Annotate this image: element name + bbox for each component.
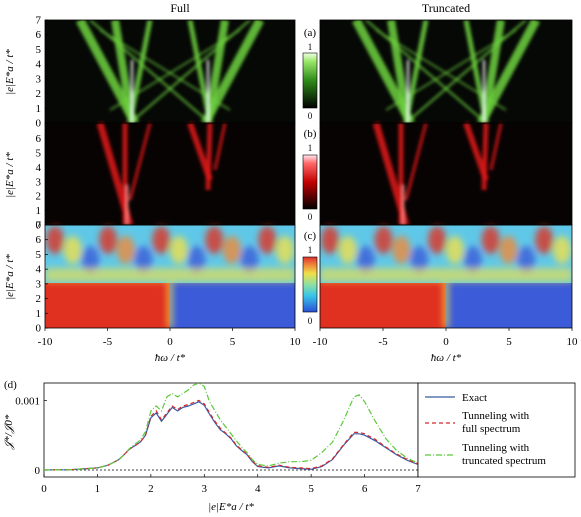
ytick-label: 4 xyxy=(36,264,42,276)
xtick-label: 5 xyxy=(506,336,512,348)
panel-d-frame xyxy=(43,382,419,478)
ytick-label: 6 xyxy=(36,133,42,145)
xlabel-right: ħω / t* xyxy=(431,352,462,364)
xtick-label: 0 xyxy=(443,336,449,348)
cb-c-min: 0 xyxy=(308,316,313,326)
ytick-label: 6 xyxy=(36,29,42,41)
legend-exact: Exact xyxy=(462,392,487,404)
d-xtick-label: 0 xyxy=(41,483,47,495)
panel-b-bg xyxy=(320,123,572,225)
d-ytick-label: 0 xyxy=(35,465,41,477)
panel-a-streaks xyxy=(76,20,264,126)
xtick-label: 5 xyxy=(230,336,236,348)
panel-c-blue-region xyxy=(446,283,572,328)
xtick-label: -10 xyxy=(313,336,328,348)
cb-a-max: 1 xyxy=(308,42,313,52)
d-xtick-label: 5 xyxy=(308,483,314,495)
title-full: Full xyxy=(170,1,190,15)
d-xtick-label: 2 xyxy=(148,483,154,495)
panel-d-xlabel: |e|E*a / t* xyxy=(208,501,254,513)
cb-b-max: 1 xyxy=(308,143,313,153)
panel-a-bg xyxy=(320,20,572,123)
legend-full-line2: full spectrum xyxy=(462,423,521,435)
ytick-label: 7 xyxy=(36,15,42,27)
ytick-label: 0 xyxy=(36,118,42,130)
cb-c-max: 1 xyxy=(308,245,313,255)
xtick-label: 10 xyxy=(290,336,302,348)
xtick-label: -5 xyxy=(378,336,388,348)
panel-a-streaks xyxy=(352,20,540,126)
ylabel-b: |e|E*a / t* xyxy=(4,152,16,198)
ytick-label: 2 xyxy=(36,191,42,203)
panel-c-red-region xyxy=(45,283,170,328)
ytick-label: 4 xyxy=(36,162,42,174)
series-line-1 xyxy=(43,399,419,471)
ytick-label: 0 xyxy=(36,323,42,335)
legend-full-line1: Tunneling with xyxy=(462,410,530,422)
d-xtick-label: 3 xyxy=(202,483,208,495)
series-line-2 xyxy=(43,382,419,471)
legend-box xyxy=(417,382,576,478)
ytick-label: 1 xyxy=(36,308,42,320)
xtick-label: 0 xyxy=(167,336,173,348)
panel-b-streaks xyxy=(372,122,503,226)
ytick-label: 2 xyxy=(36,293,42,305)
d-xtick-label: 7 xyxy=(415,483,421,495)
cb-b-min: 0 xyxy=(308,212,313,222)
ytick-label: 1 xyxy=(36,103,42,115)
panel-b-bg xyxy=(45,123,295,225)
panel-a-bg xyxy=(45,20,295,123)
heatmap-panels-full xyxy=(45,20,295,328)
ytick-label: 4 xyxy=(36,59,42,71)
panel-d-ylabel: 𝒥*/𝒥0* xyxy=(3,414,15,450)
ytick-label: 5 xyxy=(36,44,42,56)
ytick-label: 5 xyxy=(36,147,42,159)
ylabel-a: |e|E*a / t* xyxy=(4,49,16,95)
xtick-label: 10 xyxy=(567,336,579,348)
ytick-label: 7 xyxy=(36,220,42,232)
panel-c-red-region xyxy=(320,283,446,328)
colorbar-a xyxy=(302,52,318,109)
panel-c-blue-region xyxy=(170,283,295,328)
panel-label-a: (a) xyxy=(304,27,317,39)
panel-label-c: (c) xyxy=(304,230,317,242)
cb-a-min: 0 xyxy=(308,111,313,121)
panel-d-plot: 0 1 2 3 4 5 6 7 0 0.001 xyxy=(15,382,421,495)
xlabel-left: ħω / t* xyxy=(155,352,186,364)
colorbar-c xyxy=(302,256,318,313)
legend-trunc-line2: truncated spectrum xyxy=(462,455,546,467)
ytick-label: 3 xyxy=(36,73,42,85)
d-xtick-label: 4 xyxy=(255,483,261,495)
panel-c-texture xyxy=(320,226,572,328)
ytick-label: 3 xyxy=(36,278,42,290)
panel-label-d: (d) xyxy=(4,379,17,391)
panel-b-streaks xyxy=(96,122,227,226)
ytick-label: 5 xyxy=(36,249,42,261)
ytick-label: 2 xyxy=(36,88,42,100)
ytick-label: 1 xyxy=(36,205,42,217)
xtick-label: -5 xyxy=(103,336,113,348)
d-xtick-label: 1 xyxy=(95,483,101,495)
legend-trunc-line1: Tunneling with xyxy=(462,442,530,454)
panel-c-texture xyxy=(45,226,295,328)
title-truncated: Truncated xyxy=(422,1,470,15)
colorbar-b xyxy=(302,154,318,210)
xtick-label: -10 xyxy=(38,336,53,348)
series-line-0 xyxy=(43,401,419,471)
ytick-label: 6 xyxy=(36,234,42,246)
d-xtick-label: 6 xyxy=(362,483,368,495)
d-ytick-label: 0.001 xyxy=(15,395,40,407)
ytick-label: 0 xyxy=(36,220,42,232)
ylabel-c: |e|E*a / t* xyxy=(4,254,16,300)
panel-label-b: (b) xyxy=(304,128,317,140)
heatmap-panels-truncated xyxy=(320,20,572,328)
ytick-label: 3 xyxy=(36,176,42,188)
